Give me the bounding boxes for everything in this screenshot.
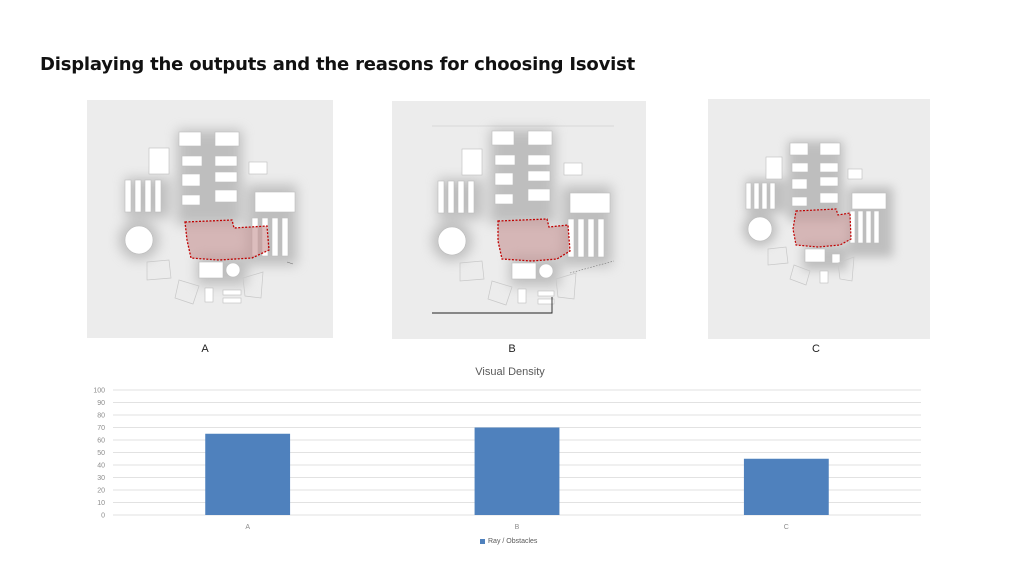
y-tick-label: 100 — [93, 388, 105, 395]
site-plan-b — [432, 125, 615, 314]
y-tick-label: 40 — [97, 463, 105, 470]
isovist-map-b — [392, 101, 646, 339]
slide-title: Displaying the outputs and the reasons f… — [40, 54, 636, 75]
legend-swatch — [480, 539, 485, 544]
visual-density-chart: 0 10 20 30 40 50 60 70 80 90 100 A B C — [93, 388, 921, 531]
y-tick-label: 80 — [97, 413, 105, 420]
y-tick-label: 70 — [97, 425, 105, 432]
chart-title: Visual Density — [475, 366, 545, 378]
legend-label: Ray / Obstacles — [488, 538, 538, 545]
x-tick-label: A — [245, 524, 250, 531]
y-tick-label: 50 — [97, 450, 105, 457]
bar — [743, 458, 829, 515]
isovist-map-a — [87, 100, 333, 338]
panel-label-c: C — [812, 343, 820, 355]
panel-label-a: A — [201, 343, 209, 355]
site-plan-a — [119, 130, 297, 305]
bar — [205, 433, 291, 515]
y-tick-label: 60 — [97, 438, 105, 445]
x-tick-label: B — [515, 524, 520, 531]
y-tick-label: 90 — [97, 400, 105, 407]
y-tick-label: 30 — [97, 475, 105, 482]
chart-legend: Ray / Obstacles — [480, 538, 537, 545]
site-plan-c — [743, 141, 893, 286]
x-tick-label: C — [784, 524, 789, 531]
y-tick-label: 10 — [97, 500, 105, 507]
y-tick-label: 20 — [97, 488, 105, 495]
panel-label-b: B — [508, 343, 516, 355]
isovist-map-c — [708, 99, 930, 339]
y-tick-label: 0 — [101, 513, 105, 520]
bar — [474, 427, 560, 515]
